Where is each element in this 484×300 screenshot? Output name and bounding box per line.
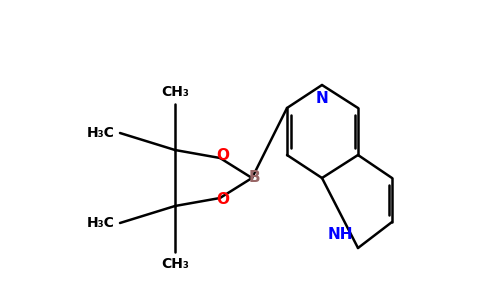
Text: H₃C: H₃C: [87, 126, 115, 140]
Text: O: O: [216, 148, 229, 164]
Text: B: B: [248, 170, 260, 185]
Text: NH: NH: [328, 227, 353, 242]
Text: CH₃: CH₃: [161, 85, 189, 99]
Text: O: O: [216, 193, 229, 208]
Text: H₃C: H₃C: [87, 216, 115, 230]
Text: N: N: [316, 91, 328, 106]
Text: CH₃: CH₃: [161, 257, 189, 271]
